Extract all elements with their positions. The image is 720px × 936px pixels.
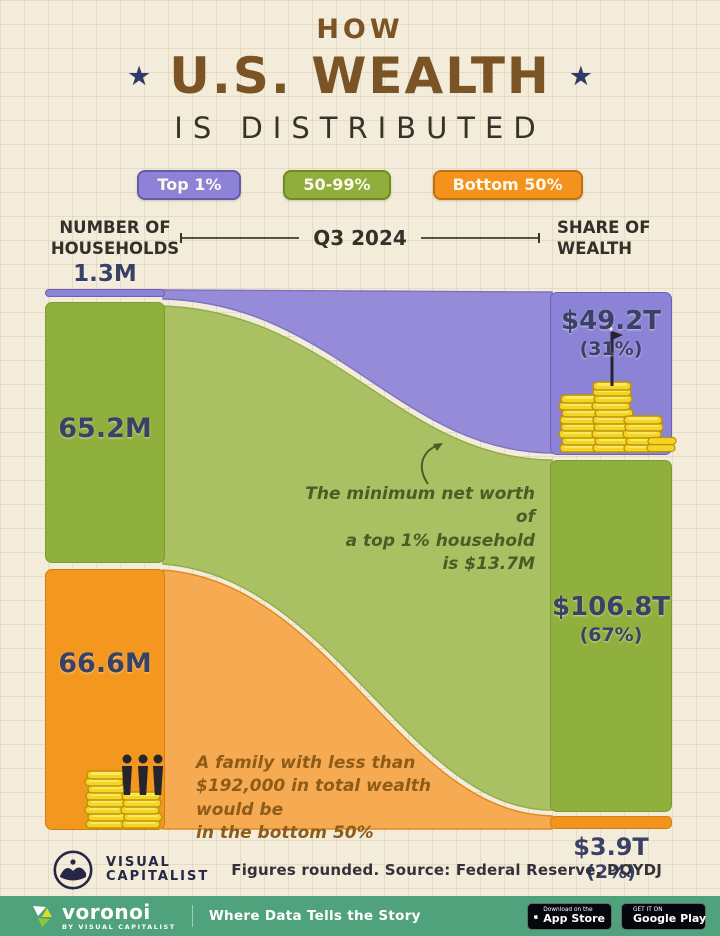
right-axis-line2: WEALTH: [557, 238, 633, 258]
annotation-bottom50-line1: A family with less than: [196, 753, 416, 773]
annotation-top1: The minimum net worth of a top 1% househ…: [285, 483, 535, 577]
bar-households-bottom50: [45, 569, 165, 830]
annotation-top1-line3: is $13.7M: [442, 554, 535, 575]
right-rule: [420, 237, 539, 239]
title-subtitle: IS DISTRIBUTED: [174, 111, 546, 145]
voronoi-logo-icon: [33, 906, 52, 927]
visual-capitalist-brand: VISUAL CAPITALIST: [106, 856, 209, 883]
households-top1-value: 1.3M: [73, 261, 137, 287]
legend: Top 1% 50-99% Bottom 50%: [0, 170, 720, 200]
bar-wealth-bottom50: [550, 816, 672, 829]
voronoi-brand-sub: BY VISUAL CAPITALIST: [62, 922, 176, 931]
left-axis-title: NUMBER OF HOUSEHOLDS: [38, 218, 192, 259]
apple-icon: [534, 914, 538, 919]
annotation-bottom50-line3: in the bottom 50%: [196, 823, 374, 844]
wealth-top1-value: $49.2T: [561, 306, 661, 336]
wealth-bottom50-share: (2%): [586, 861, 636, 883]
left-tick: [180, 233, 182, 243]
left-rule: [182, 237, 300, 239]
left-axis-line2: HOUSEHOLDS: [50, 238, 180, 258]
bar-households-top1: [45, 289, 165, 297]
annotation-bottom50: A family with less than $192,000 in tota…: [196, 752, 486, 846]
voronoi-brand: voronoi: [62, 899, 151, 924]
wealth-50-99-share: (67%): [579, 624, 643, 646]
households-50-99-value: 65.2M: [58, 413, 152, 444]
bottom-brand-bar: voronoi BY VISUAL CAPITALIST Where Data …: [0, 896, 720, 936]
footer: VISUAL CAPITALIST Figures rounded. Sourc…: [52, 848, 662, 892]
visual-capitalist-logo-icon: [53, 850, 93, 890]
households-bottom50-value: 66.6M: [58, 648, 152, 679]
bar-households-50-99: [45, 302, 165, 563]
period-label: Q3 2024: [313, 226, 407, 250]
google-play-badge[interactable]: GET IT ON Google Play: [621, 902, 707, 930]
page-title: U.S. WEALTH: [169, 47, 551, 105]
wealth-bottom50-value: $3.9T: [573, 833, 649, 861]
star-icon: ★: [568, 60, 593, 92]
flow-top1: [162, 289, 553, 454]
star-icon: ★: [127, 60, 152, 92]
annotation-top1-line2: a top 1% household: [345, 530, 535, 551]
right-axis-line1: SHARE OF: [557, 218, 651, 237]
divider: [191, 905, 193, 927]
googleplay-small-text: GET IT ON: [633, 907, 663, 914]
right-axis-title: SHARE OF WEALTH: [549, 218, 679, 259]
annotation-arrow-icon: [420, 443, 443, 485]
tagline: Where Data Tells the Story: [208, 908, 421, 924]
brand-line1: VISUAL: [106, 855, 171, 871]
period-header: Q3 2024: [180, 226, 541, 250]
appstore-big-text: App Store: [543, 912, 605, 926]
wealth-top1-share: (31%): [579, 338, 643, 360]
legend-50-99: 50-99%: [283, 170, 391, 200]
appstore-small-text: Download on the: [543, 907, 593, 914]
source-note: Figures rounded. Source: Federal Reserve…: [231, 861, 663, 879]
app-store-badge[interactable]: Download on the App Store: [527, 902, 612, 930]
title-block: HOW ★ U.S. WEALTH ★ IS DISTRIBUTED: [0, 14, 720, 145]
left-axis-line1: NUMBER OF: [59, 218, 171, 237]
legend-bottom50: Bottom 50%: [432, 170, 583, 200]
annotation-bottom50-line2: $192,000 in total wealth would be: [196, 776, 431, 820]
right-tick: [538, 233, 541, 243]
annotation-top1-line1: The minimum net worth of: [305, 484, 535, 528]
bar-wealth-50-99: [550, 460, 672, 812]
title-kicker: HOW: [316, 14, 404, 45]
wealth-50-99-value: $106.8T: [551, 592, 671, 622]
googleplay-big-text: Google Play: [633, 912, 707, 926]
legend-top1: Top 1%: [137, 170, 242, 200]
brand-line2: CAPITALIST: [106, 869, 210, 884]
